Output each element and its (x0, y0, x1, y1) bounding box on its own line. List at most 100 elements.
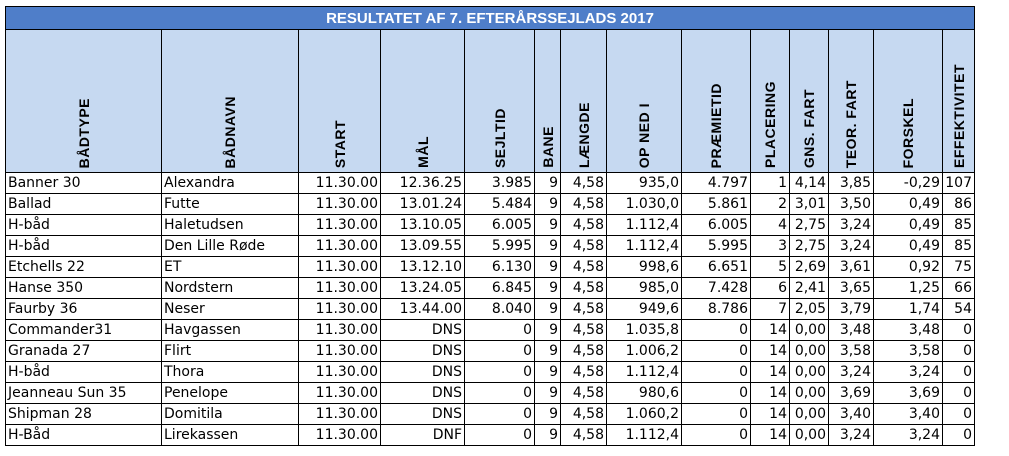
cell-avg-speed: 0,00 (789, 424, 829, 446)
cell-handicap: 949,6 (606, 298, 682, 320)
cell-placing: 7 (750, 298, 790, 320)
cell-start: 11.30.00 (298, 382, 381, 404)
cell-course: 9 (534, 277, 561, 299)
cell-boat-name: Futte (161, 193, 299, 215)
cell-start: 11.30.00 (298, 361, 381, 383)
cell-finish: 13.12.10 (380, 256, 465, 278)
cell-handicap: 935,0 (606, 172, 682, 194)
cell-course: 9 (534, 361, 561, 383)
cell-length: 4,58 (560, 214, 607, 236)
cell-finish: 13.10.05 (380, 214, 465, 236)
column-header-label: GNS. FART (801, 88, 817, 168)
cell-handicap: 1.112,4 (606, 235, 682, 257)
cell-difference: 3,24 (873, 424, 943, 446)
cell-avg-speed: 2,75 (789, 235, 829, 257)
cell-finish: 12.36.25 (380, 172, 465, 194)
cell-avg-speed: 3,01 (789, 193, 829, 215)
cell-finish: DNS (380, 361, 465, 383)
cell-boat-name: Haletudsen (161, 214, 299, 236)
cell-efficiency: 0 (942, 361, 975, 383)
cell-handicap: 1.035,8 (606, 319, 682, 341)
table-row: Granada 27 Flirt 11.30.00 DNS 0 9 4,58 1.006,2 0… (5, 340, 975, 362)
cell-length: 4,58 (560, 235, 607, 257)
cell-start: 11.30.00 (298, 340, 381, 362)
cell-placing: 4 (750, 214, 790, 236)
cell-theoretical-speed: 3,58 (828, 340, 874, 362)
cell-course: 9 (534, 403, 561, 425)
cell-boat-name: ET (161, 256, 299, 278)
cell-boat-type: Faurby 36 (5, 298, 162, 320)
cell-prize-time: 0 (681, 319, 751, 341)
column-header-efficiency: EFFEKTIVITET (942, 29, 975, 173)
cell-course: 9 (534, 298, 561, 320)
cell-efficiency: 85 (942, 235, 975, 257)
cell-course: 9 (534, 382, 561, 404)
cell-theoretical-speed: 3,48 (828, 319, 874, 341)
cell-theoretical-speed: 3,69 (828, 382, 874, 404)
cell-difference: 1,74 (873, 298, 943, 320)
cell-sail-time: 0 (464, 403, 535, 425)
cell-boat-type: Shipman 28 (5, 403, 162, 425)
cell-difference: 1,25 (873, 277, 943, 299)
table-row: Banner 30 Alexandra 11.30.00 12.36.25 3.985 9… (5, 172, 975, 194)
cell-sail-time: 0 (464, 361, 535, 383)
cell-boat-name: Lirekassen (161, 424, 299, 446)
cell-efficiency: 0 (942, 319, 975, 341)
column-header-label: TEOR. FART (843, 79, 859, 168)
column-header-placing: PLACERING (750, 29, 790, 173)
cell-handicap: 985,0 (606, 277, 682, 299)
cell-efficiency: 75 (942, 256, 975, 278)
cell-course: 9 (534, 256, 561, 278)
cell-length: 4,58 (560, 277, 607, 299)
column-header-row: BÅDTYPE BÅDNAVN START MÅL SEJLTID BANE LÆNGDE O… (5, 29, 975, 173)
cell-theoretical-speed: 3,61 (828, 256, 874, 278)
cell-length: 4,58 (560, 340, 607, 362)
cell-placing: 2 (750, 193, 790, 215)
column-header-handicap: OP NED I (606, 29, 682, 173)
cell-handicap: 1.060,2 (606, 403, 682, 425)
cell-length: 4,58 (560, 361, 607, 383)
cell-sail-time: 6.130 (464, 256, 535, 278)
cell-placing: 14 (750, 319, 790, 341)
cell-handicap: 1.112,4 (606, 214, 682, 236)
cell-sail-time: 0 (464, 382, 535, 404)
cell-placing: 14 (750, 403, 790, 425)
cell-efficiency: 86 (942, 193, 975, 215)
cell-theoretical-speed: 3,24 (828, 361, 874, 383)
cell-efficiency: 0 (942, 382, 975, 404)
cell-avg-speed: 2,69 (789, 256, 829, 278)
cell-avg-speed: 2,75 (789, 214, 829, 236)
table-row: H-Båd Lirekassen 11.30.00 DNF 0 9 4,58 1.112,4 0… (5, 424, 975, 446)
cell-avg-speed: 2,05 (789, 298, 829, 320)
table-title: RESULTATET AF 7. EFTERÅRSSEJLADS 2017 (5, 6, 975, 30)
cell-boat-type: Granada 27 (5, 340, 162, 362)
table-row: Shipman 28 Domitila 11.30.00 DNS 0 9 4,58 1.060… (5, 403, 975, 425)
cell-finish: 13.44.00 (380, 298, 465, 320)
cell-boat-name: Thora (161, 361, 299, 383)
cell-efficiency: 0 (942, 340, 975, 362)
cell-sail-time: 5.484 (464, 193, 535, 215)
cell-finish: DNS (380, 382, 465, 404)
cell-start: 11.30.00 (298, 319, 381, 341)
column-header-avg-speed: GNS. FART (789, 29, 829, 173)
results-table: RESULTATET AF 7. EFTERÅRSSEJLADS 2017 BÅ… (5, 6, 975, 446)
column-header-label: PLACERING (762, 81, 778, 168)
cell-avg-speed: 0,00 (789, 361, 829, 383)
cell-difference: 0,49 (873, 193, 943, 215)
column-header-theoretical-speed: TEOR. FART (828, 29, 874, 173)
cell-start: 11.30.00 (298, 214, 381, 236)
cell-boat-type: H-båd (5, 361, 162, 383)
cell-boat-name: Alexandra (161, 172, 299, 194)
cell-length: 4,58 (560, 256, 607, 278)
cell-length: 4,58 (560, 172, 607, 194)
table-row: Ballad Futte 11.30.00 13.01.24 5.484 9 4,58 1.0… (5, 193, 975, 215)
cell-handicap: 1.006,2 (606, 340, 682, 362)
column-header-prize-time: PRÆMIETID (681, 29, 751, 173)
cell-boat-type: Jeanneau Sun 35 (5, 382, 162, 404)
cell-start: 11.30.00 (298, 424, 381, 446)
cell-prize-time: 5.861 (681, 193, 751, 215)
column-header-label: BÅDNAVN (222, 95, 238, 168)
cell-boat-type: H-båd (5, 214, 162, 236)
column-header-label: BÅDTYPE (75, 97, 92, 168)
cell-placing: 5 (750, 256, 790, 278)
